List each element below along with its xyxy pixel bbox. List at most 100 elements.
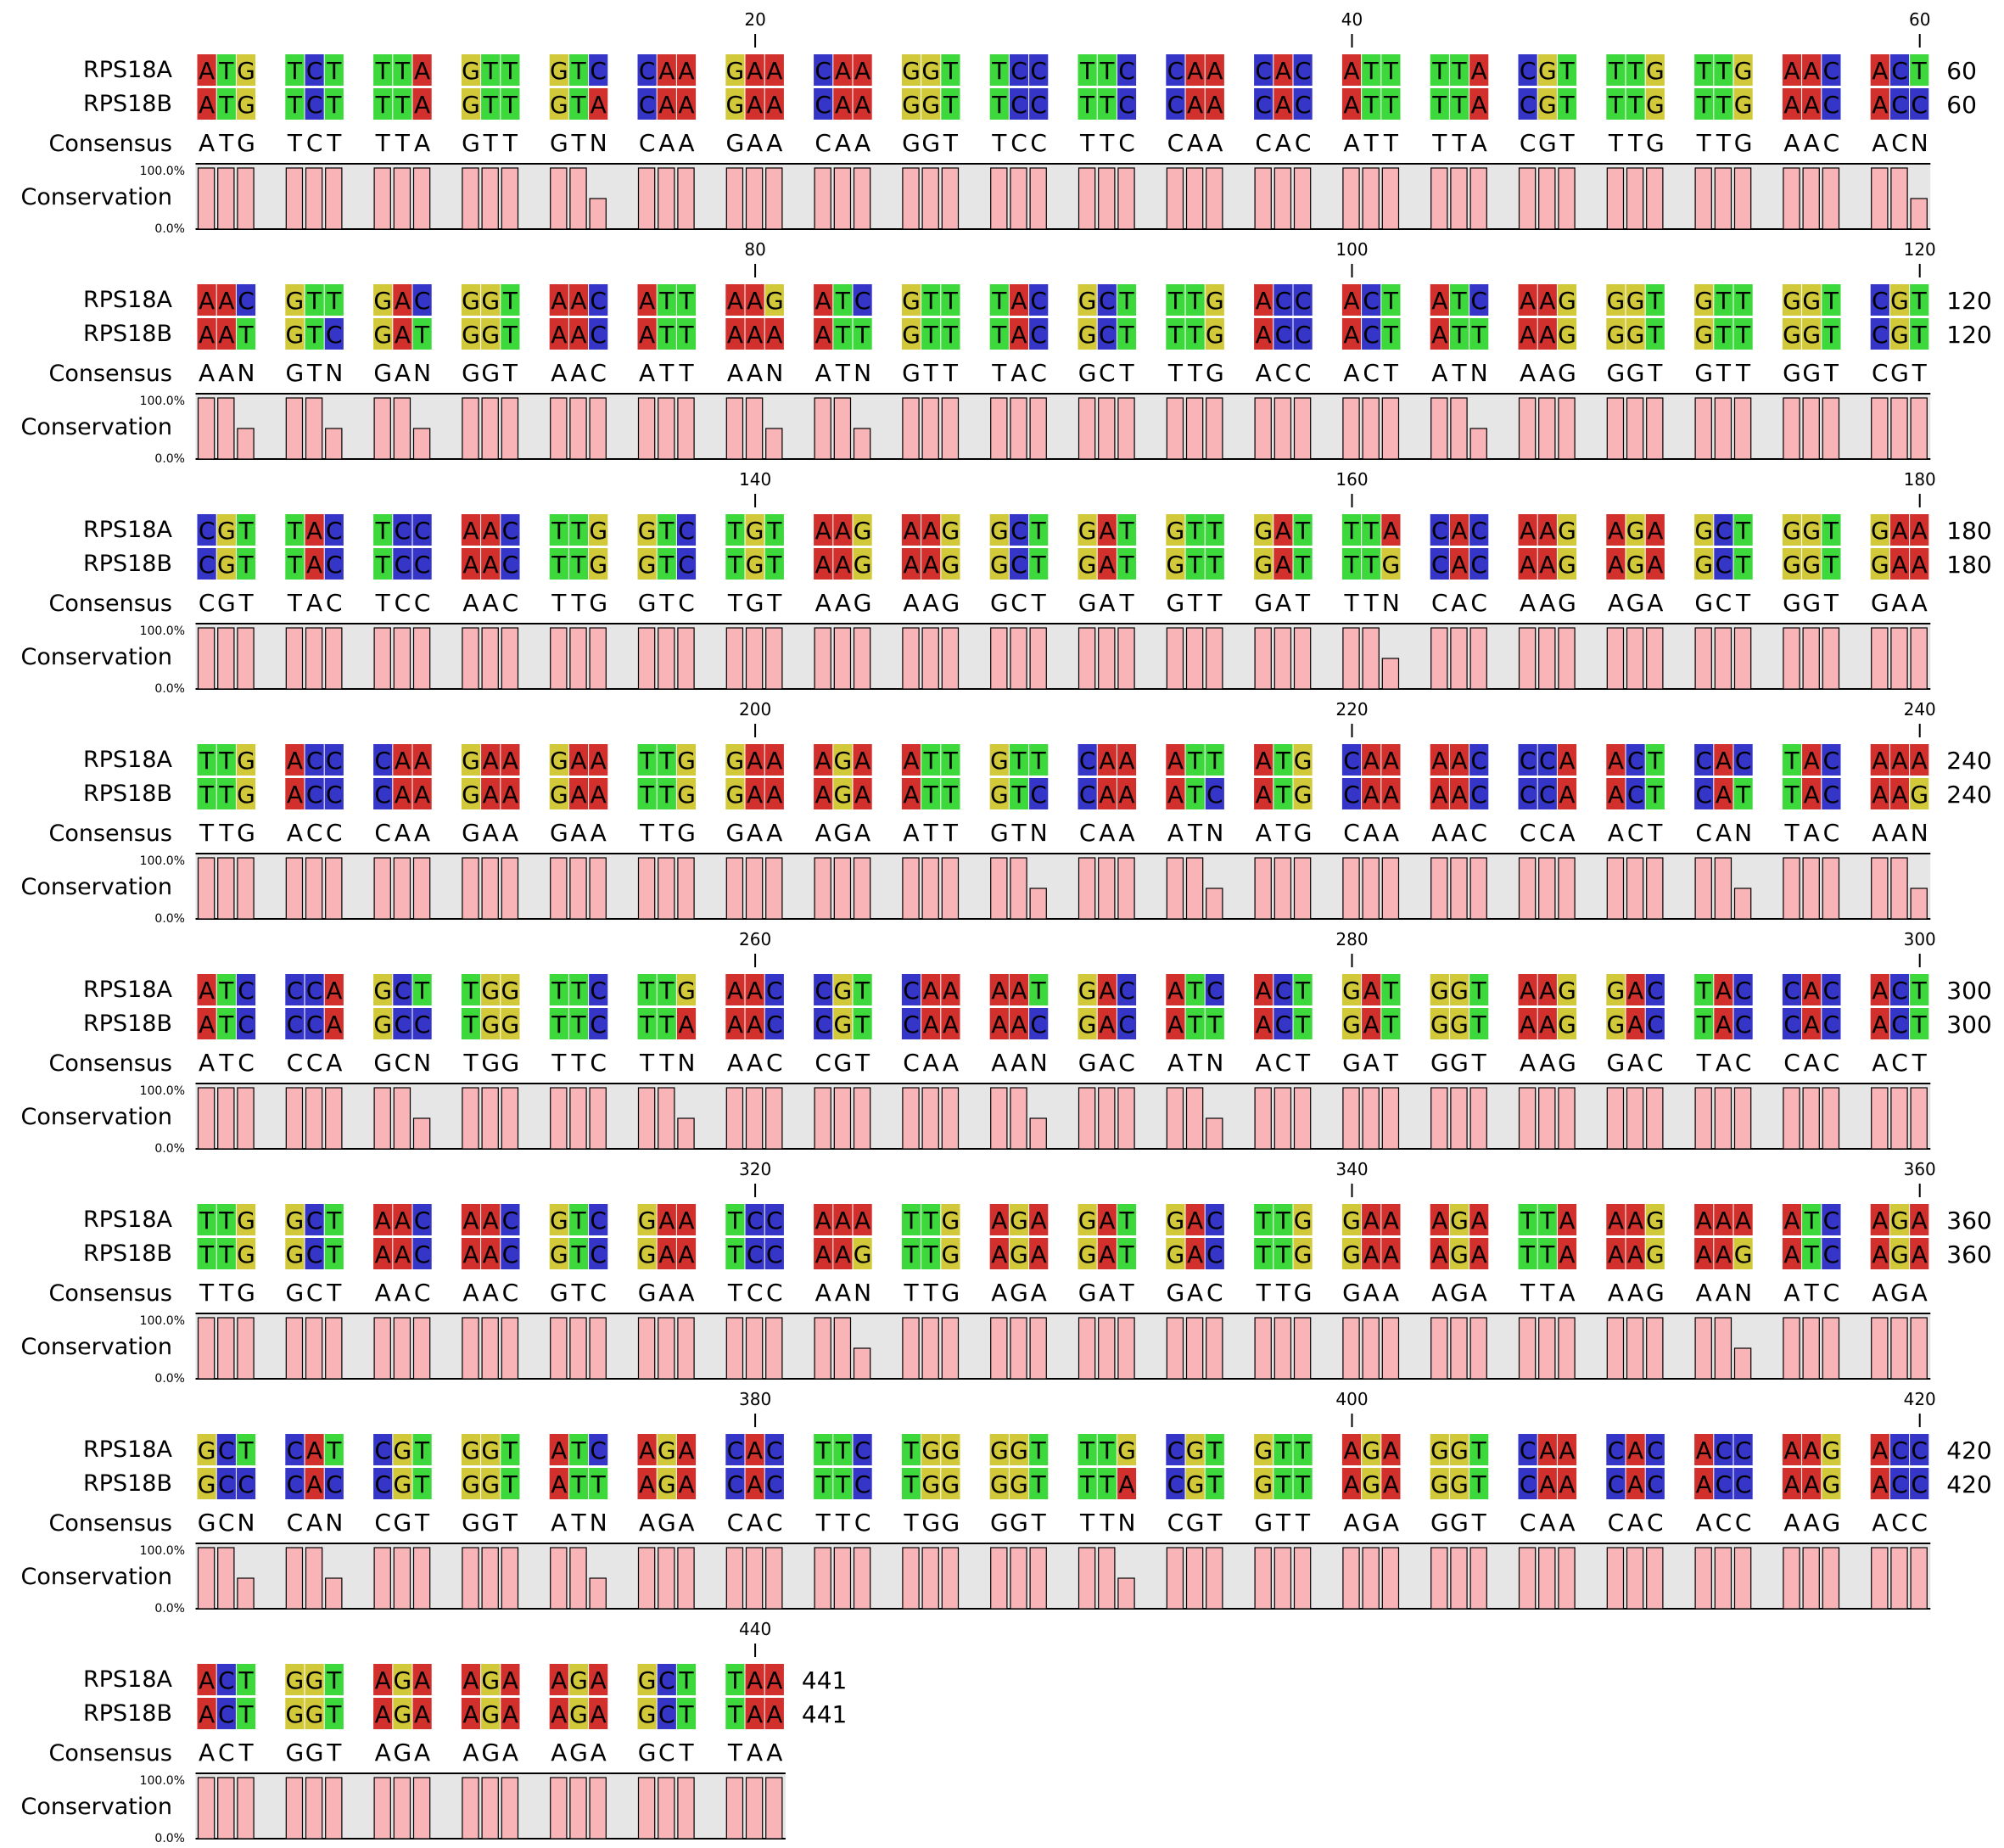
base-letter: G [765,287,784,315]
base-letter: C [1206,781,1223,809]
base-letter: C [238,287,255,315]
base-cell [1626,1238,1645,1269]
conservation-bar [814,1317,831,1380]
base-cell [901,548,921,580]
consensus-base: T [551,1049,567,1077]
base-cell [393,548,412,580]
conservation-bar [550,1777,568,1840]
consensus-base: A [1872,129,1888,157]
base-letter: A [1275,551,1291,579]
conservation-bar [217,1087,235,1150]
base-cell [197,54,216,86]
consensus-base: A [1783,129,1800,157]
base-cell [1254,1008,1273,1039]
base-cell [1537,88,1557,120]
base-cell [1694,974,1714,1005]
conservation-bar [501,167,519,230]
consensus-base: A [1627,1509,1643,1537]
base-letter: T [854,977,870,1005]
consensus-base: C [1716,1509,1733,1537]
consensus-base: C [306,1049,323,1077]
base-cell [921,1008,941,1039]
conservation-bar [1646,1087,1664,1150]
base-cell [1782,514,1802,546]
base-letter: G [942,1470,960,1498]
base-cell [657,1204,676,1235]
base-letter: C [238,1470,255,1498]
base-letter: C [199,517,216,545]
base-letter: T [218,781,234,809]
conservation-bar [814,167,831,230]
base-cell [814,548,833,580]
base-letter: G [990,747,1009,775]
conservation-bar [197,167,216,230]
consensus-base: A [991,1049,1007,1077]
base-letter: T [326,1700,342,1728]
conservation-bar [462,397,479,460]
conservation-bar [1450,1547,1468,1610]
conservation-bar [373,397,391,460]
base-cell [216,1008,236,1039]
conservation-bar [745,857,764,920]
base-cell [1029,88,1049,120]
base-letter: C [374,1436,391,1464]
sequence-name-rps18a: RPS18A [83,517,173,543]
base-letter: C [1275,977,1292,1005]
conservation-bar [1362,1547,1380,1610]
conservation-bar [1185,397,1204,460]
base-letter: T [326,1666,342,1694]
consensus-base: T [1716,129,1732,157]
base-letter: C [287,1011,304,1039]
base-letter: T [766,551,782,579]
base-cell [1802,744,1822,776]
conservation-bar [412,1777,431,1840]
base-cell [1205,744,1224,776]
conservation-bar [217,857,235,920]
base-letter: T [414,1470,430,1498]
consensus-base: C [1275,1049,1292,1077]
conservation-label: Conservation [20,874,172,900]
conservation-bar [1694,1317,1712,1380]
consensus-base: C [747,1279,764,1307]
base-cell [412,88,432,120]
base-letter: T [991,91,1007,119]
base-cell [1822,514,1841,546]
consensus-base: G [1558,589,1576,617]
base-letter: A [306,517,322,545]
base-letter: T [1167,287,1184,315]
conservation-bar [941,1087,960,1150]
base-cell [901,284,921,316]
base-cell [324,88,344,120]
conservation-bar [305,1317,323,1380]
consensus-base: A [1031,1279,1047,1307]
base-cell [1166,54,1185,86]
base-cell [1273,1434,1293,1465]
base-letter: T [1187,977,1203,1005]
conservation-bar [1206,1117,1223,1150]
consensus-base: A [1608,819,1624,847]
base-cell [1714,1238,1733,1269]
base-cell [1078,548,1097,580]
base-cell [941,1204,960,1235]
base-letter: C [1167,91,1184,119]
conservation-bar [765,1317,783,1380]
base-letter: G [1294,747,1313,775]
sequence-name-rps18a: RPS18A [83,57,173,83]
base-letter: A [1099,551,1115,579]
conservation-bar [501,397,519,460]
conservation-bar [1166,167,1184,230]
conservation-bar [833,1317,852,1380]
base-letter: T [326,1207,342,1235]
base-letter: A [747,1700,763,1728]
base-cell [833,778,853,809]
base-letter: A [1343,91,1359,119]
base-letter: A [1872,977,1888,1005]
consensus-base: T [1520,1279,1536,1307]
base-letter: T [1912,977,1928,1005]
consensus-base: C [1343,819,1360,847]
base-letter: A [1256,747,1272,775]
base-cell [1009,54,1029,86]
base-letter: G [462,747,480,775]
base-cell [853,54,872,86]
base-cell [1097,1434,1117,1465]
